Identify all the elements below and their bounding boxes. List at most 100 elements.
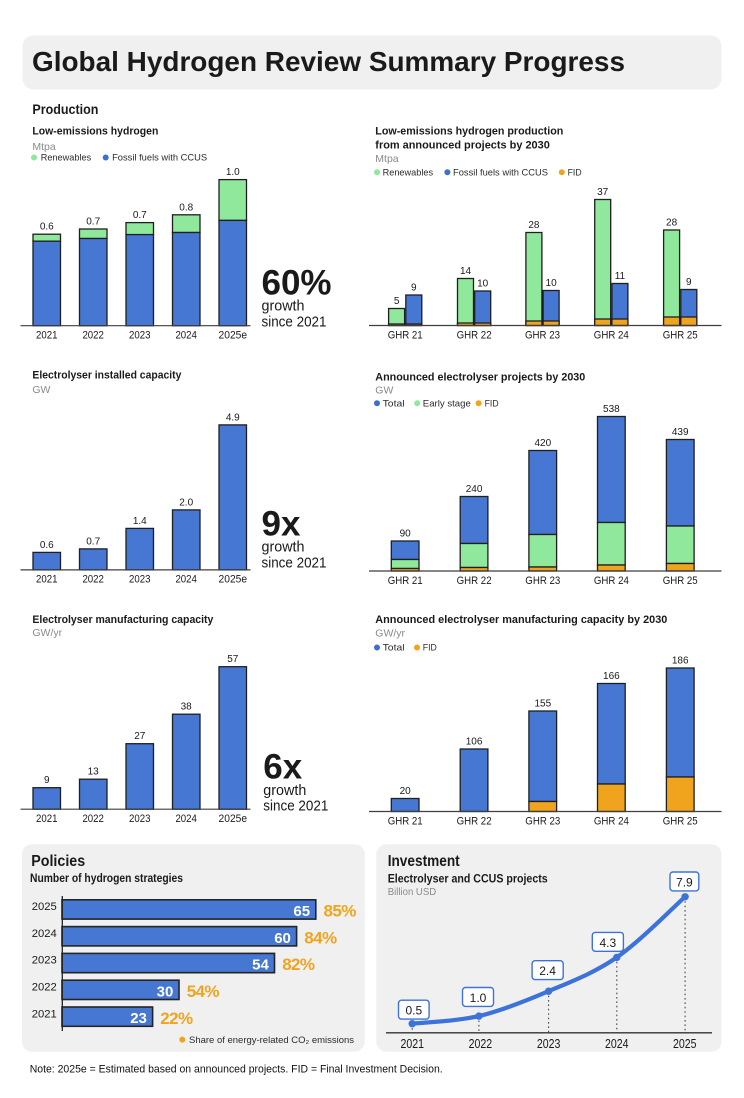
svg-text:Policies: Policies [31,853,85,870]
svg-text:54: 54 [252,957,269,974]
svg-text:FID: FID [423,643,437,654]
svg-text:9: 9 [411,283,417,294]
svg-text:Production: Production [32,102,98,117]
svg-text:GW: GW [375,385,393,397]
svg-text:2.4: 2.4 [539,964,556,978]
svg-text:65: 65 [293,903,310,920]
svg-text:Announced electrolyser manufac: Announced electrolyser manufacturing cap… [375,614,667,626]
svg-text:Share of energy-related CO₂ em: Share of energy-related CO₂ emissions [189,1035,354,1046]
svg-text:1.4: 1.4 [133,516,147,527]
svg-text:11: 11 [615,271,626,282]
svg-text:4.3: 4.3 [599,936,616,950]
svg-text:GHR 24: GHR 24 [594,329,629,341]
svg-text:6x: 6x [263,748,302,787]
svg-text:2021: 2021 [36,329,58,341]
svg-text:2023: 2023 [537,1036,561,1051]
svg-text:57: 57 [227,654,239,665]
svg-text:5: 5 [394,296,400,307]
svg-text:2022: 2022 [82,574,104,586]
svg-text:240: 240 [466,484,483,495]
svg-text:37: 37 [597,187,609,198]
svg-text:GHR 21: GHR 21 [388,815,423,827]
svg-text:GHR 24: GHR 24 [594,815,629,827]
svg-text:1.0: 1.0 [470,991,487,1005]
svg-text:538: 538 [603,404,620,415]
svg-text:Early stage: Early stage [423,398,471,409]
svg-text:166: 166 [603,671,620,682]
svg-text:Electrolyser and CCUS projects: Electrolyser and CCUS projects [388,873,548,885]
svg-text:0.7: 0.7 [133,210,147,221]
svg-text:growth: growth [262,539,305,556]
svg-text:2024: 2024 [175,329,197,341]
svg-text:4.9: 4.9 [226,412,240,423]
svg-text:10: 10 [546,278,558,289]
svg-text:Investment: Investment [388,853,461,870]
svg-text:28: 28 [528,220,540,231]
svg-text:38: 38 [181,702,193,713]
svg-text:84%: 84% [304,928,337,947]
svg-text:0.7: 0.7 [86,536,100,547]
svg-text:2021: 2021 [36,813,58,825]
svg-text:2025: 2025 [673,1036,697,1051]
svg-text:Renewables: Renewables [41,153,92,164]
svg-text:439: 439 [672,427,689,438]
svg-text:2022: 2022 [32,982,57,994]
svg-text:GHR 21: GHR 21 [388,329,423,341]
svg-text:1.0: 1.0 [226,167,240,178]
svg-text:27: 27 [134,731,146,742]
svg-text:155: 155 [534,699,551,710]
svg-text:growth: growth [263,782,306,799]
svg-text:GHR 21: GHR 21 [388,575,423,587]
svg-text:Announced electrolyser project: Announced electrolyser projects by 2030 [375,372,585,384]
svg-text:Mtpa: Mtpa [32,141,56,153]
svg-text:2023: 2023 [129,574,151,586]
svg-text:54%: 54% [187,982,220,1001]
svg-text:GHR 23: GHR 23 [525,329,560,341]
svg-text:23: 23 [130,1010,147,1027]
svg-text:GHR 22: GHR 22 [457,329,492,341]
svg-text:from announced projects by 203: from announced projects by 2030 [375,140,550,152]
svg-text:2021: 2021 [32,1008,57,1020]
svg-text:106: 106 [466,737,483,748]
svg-text:2023: 2023 [129,329,151,341]
svg-text:Number of hydrogen strategies: Number of hydrogen strategies [30,873,183,885]
svg-text:13: 13 [88,767,100,778]
svg-text:GW: GW [32,384,50,396]
svg-text:Fossil fuels with CCUS: Fossil fuels with CCUS [453,167,548,178]
svg-text:82%: 82% [282,955,315,974]
svg-text:14: 14 [460,266,472,277]
svg-text:Total: Total [383,398,405,409]
svg-text:2.0: 2.0 [179,497,193,508]
svg-text:2024: 2024 [32,928,57,940]
svg-text:7.9: 7.9 [676,875,693,889]
svg-text:GHR 25: GHR 25 [663,575,698,587]
svg-text:GHR 23: GHR 23 [525,815,560,827]
svg-text:30: 30 [157,983,174,1000]
svg-text:2023: 2023 [32,955,57,967]
svg-text:0.8: 0.8 [179,202,193,213]
svg-text:2024: 2024 [605,1036,629,1051]
svg-text:Fossil fuels with CCUS: Fossil fuels with CCUS [112,153,207,164]
svg-text:0.5: 0.5 [405,1004,422,1018]
svg-text:Total: Total [383,643,405,654]
svg-text:2021: 2021 [36,574,58,586]
svg-text:since 2021: since 2021 [263,798,328,815]
svg-text:60: 60 [274,930,291,947]
svg-text:FID: FID [485,398,499,409]
svg-text:FID: FID [568,167,582,178]
svg-text:85%: 85% [324,902,357,921]
svg-text:Mtpa: Mtpa [375,153,399,165]
svg-text:22%: 22% [160,1009,193,1028]
svg-text:2021: 2021 [400,1036,424,1051]
svg-text:420: 420 [534,438,551,449]
svg-text:growth: growth [262,298,305,315]
svg-text:Low-emissions hydrogen product: Low-emissions hydrogen production [375,126,563,138]
svg-text:GHR 24: GHR 24 [594,575,629,587]
svg-text:Electrolyser installed capacit: Electrolyser installed capacity [32,369,182,381]
svg-text:GHR 22: GHR 22 [457,815,492,827]
svg-text:0.6: 0.6 [40,222,54,233]
svg-text:9: 9 [686,277,692,288]
svg-text:2025e: 2025e [219,813,248,825]
svg-text:GW/yr: GW/yr [32,627,62,639]
svg-text:GHR 23: GHR 23 [525,575,560,587]
